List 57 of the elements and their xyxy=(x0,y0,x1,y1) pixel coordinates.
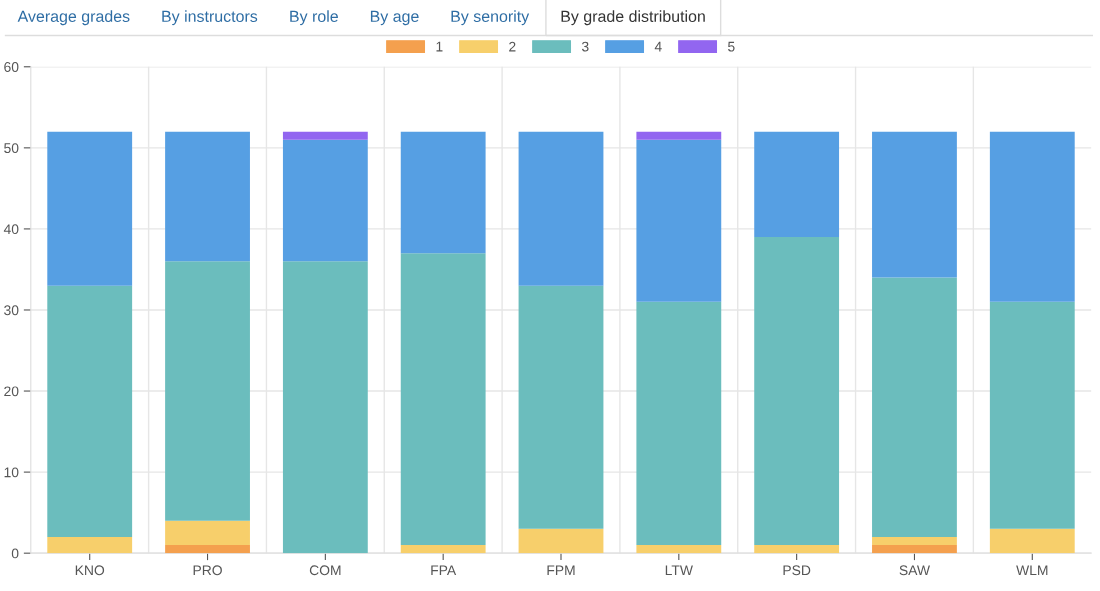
bar xyxy=(165,520,250,546)
bar xyxy=(872,131,957,278)
x-tick-label: FPM xyxy=(547,565,575,576)
bar xyxy=(518,285,604,529)
bar xyxy=(282,261,368,554)
text: By grade distribution xyxy=(561,10,705,26)
bar xyxy=(872,545,957,554)
x-tick-label: KNO xyxy=(75,565,105,576)
x-tick-label: LTW xyxy=(665,565,693,576)
text: By instructors xyxy=(162,10,258,26)
bar xyxy=(165,545,250,554)
text: By role xyxy=(290,10,338,26)
y-tick-label: 10 xyxy=(4,467,19,478)
y-tick-label: 20 xyxy=(4,386,19,397)
bar xyxy=(754,545,840,554)
legend-label: 4 xyxy=(654,41,662,52)
bar xyxy=(872,277,957,537)
bar xyxy=(636,139,722,302)
bar xyxy=(47,131,133,286)
bar xyxy=(518,528,604,554)
x-tick-label: SAW xyxy=(899,565,930,576)
x-tick-label: FPA xyxy=(431,565,457,576)
bar xyxy=(165,261,250,521)
legend-label: 5 xyxy=(728,41,735,52)
text: By senority xyxy=(451,10,530,26)
bar xyxy=(47,285,133,537)
text: Average grades xyxy=(17,10,130,26)
legend-label: 3 xyxy=(581,41,589,52)
bar xyxy=(400,131,486,254)
text: By age xyxy=(370,10,419,26)
legend-label: 2 xyxy=(509,41,516,52)
bar xyxy=(989,301,1075,529)
x-tick-label: WLM xyxy=(1016,565,1048,576)
bar xyxy=(989,131,1075,302)
x-tick-label: PSD xyxy=(783,565,811,576)
bar xyxy=(47,536,133,554)
bar xyxy=(754,131,840,238)
bar xyxy=(518,131,604,286)
y-tick-label: 50 xyxy=(4,143,19,154)
y-tick-label: 40 xyxy=(3,224,19,235)
bar xyxy=(754,237,840,546)
bar xyxy=(636,545,722,554)
x-tick-label: PRO xyxy=(193,565,222,576)
bar xyxy=(282,131,368,140)
bar xyxy=(400,545,486,554)
x-tick-label: COM xyxy=(309,565,341,576)
y-tick-label: 30 xyxy=(4,305,19,316)
bar xyxy=(636,301,722,546)
bar xyxy=(400,253,486,546)
bar xyxy=(872,536,957,546)
bar xyxy=(165,131,250,262)
legend-label: 1 xyxy=(436,41,443,52)
y-tick-label: 60 xyxy=(4,62,19,72)
y-tick-label: 0 xyxy=(11,548,19,559)
bar xyxy=(989,528,1075,554)
bar xyxy=(282,139,368,262)
bar xyxy=(636,131,722,140)
